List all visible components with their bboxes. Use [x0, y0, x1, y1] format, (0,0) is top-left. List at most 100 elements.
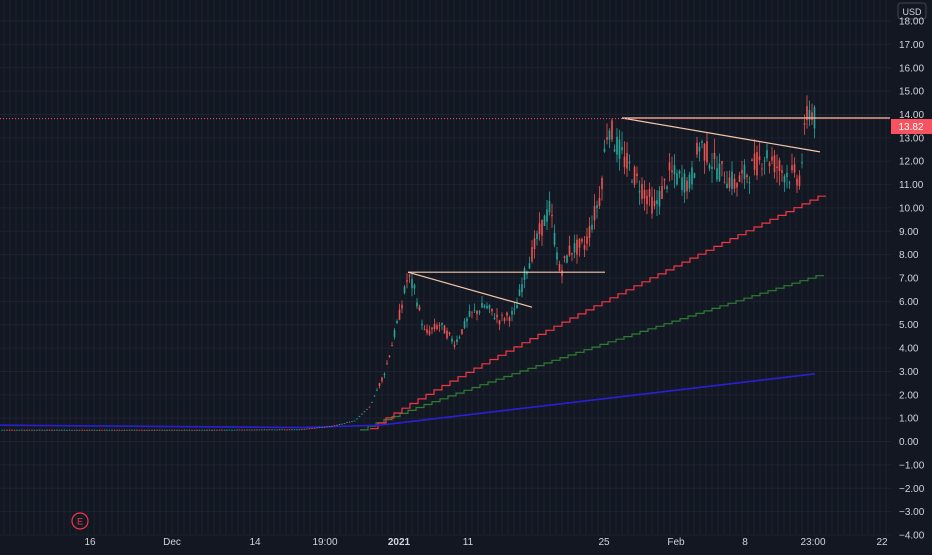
- candle-body: [533, 238, 536, 250]
- candle-body: [98, 429, 101, 431]
- candle-body: [598, 197, 601, 206]
- grid-layer: [0, 0, 891, 536]
- candle-body: [393, 330, 396, 338]
- candle-body: [451, 338, 453, 342]
- candle-body: [558, 264, 561, 271]
- candle-body: [361, 413, 363, 415]
- trendline[interactable]: [621, 117, 821, 153]
- candle-body: [11, 429, 13, 431]
- candle-body: [768, 162, 771, 167]
- candle-body: [73, 429, 76, 431]
- currency-badge[interactable]: [897, 2, 927, 20]
- trendline[interactable]: [407, 271, 533, 308]
- candle-body: [528, 263, 531, 269]
- candle-body: [456, 339, 458, 343]
- candle-body: [161, 429, 163, 431]
- candle-body: [193, 429, 196, 431]
- candle-body: [156, 429, 158, 431]
- candle-body: [448, 332, 451, 335]
- price-axis[interactable]: USD 18.00 17.00 16.00 15.00 14.00 13.00 12.00 1…: [891, 0, 932, 550]
- candle-body: [433, 323, 436, 330]
- candle-body: [781, 170, 783, 173]
- candle-body: [443, 325, 446, 334]
- y-tick-label: 11.00: [899, 180, 924, 191]
- candle-body: [716, 168, 718, 180]
- candle-body: [741, 170, 743, 174]
- y-tick-label: −3.00: [899, 507, 925, 518]
- candle-body: [246, 429, 248, 431]
- candle-body: [606, 137, 608, 140]
- candle-body: [341, 423, 343, 425]
- candle-body: [213, 429, 216, 431]
- candle-body: [723, 182, 726, 184]
- candle-body: [758, 156, 761, 160]
- y-tick-label: 10.00: [899, 203, 924, 214]
- candle-body: [498, 320, 501, 325]
- candle-body: [236, 429, 238, 431]
- candle-body: [728, 177, 731, 188]
- candle-body: [191, 429, 193, 431]
- candle-body: [786, 172, 788, 177]
- candle-body: [148, 429, 151, 431]
- candle-body: [546, 209, 548, 222]
- candle-body: [378, 383, 381, 387]
- candle-body: [656, 200, 658, 205]
- candle-body: [538, 223, 541, 235]
- candle-body: [291, 429, 293, 431]
- candle-body: [778, 160, 781, 172]
- candle-body: [521, 284, 523, 293]
- earnings-event-marker[interactable]: E: [71, 512, 89, 530]
- moving-averages: [0, 195, 826, 431]
- candle-body: [253, 429, 256, 431]
- candle-body: [111, 429, 113, 431]
- candle-body: [403, 286, 406, 293]
- candle-body: [33, 429, 36, 431]
- candle-body: [121, 429, 123, 431]
- candle-body: [8, 429, 11, 431]
- candle-body: [18, 429, 21, 431]
- y-tick-label: 6.00: [899, 297, 919, 308]
- candle-body: [28, 429, 31, 431]
- candle-body: [353, 420, 356, 422]
- candle-body: [541, 219, 543, 236]
- x-tick-label: 2021: [388, 537, 411, 548]
- candle-body: [416, 302, 418, 307]
- y-tick-label: 12.00: [899, 157, 924, 168]
- candle-body: [616, 136, 618, 155]
- candle-body: [368, 406, 371, 408]
- candle-body: [188, 429, 191, 431]
- candle-body: [101, 429, 103, 431]
- x-tick-label: 8: [742, 537, 748, 548]
- candle-body: [371, 402, 373, 403]
- candle-body: [201, 429, 203, 431]
- candle-body: [641, 183, 643, 200]
- candle-body: [588, 226, 591, 239]
- candle-body: [743, 164, 746, 180]
- candle-body: [693, 173, 696, 178]
- candle-body: [293, 429, 296, 431]
- candle-body: [251, 429, 253, 431]
- candle-body: [231, 429, 233, 431]
- candle-body: [788, 182, 791, 184]
- candle-body: [696, 142, 698, 155]
- candle-body: [323, 426, 326, 428]
- candle-body: [233, 429, 236, 431]
- time-axis[interactable]: 16 Dec 14 19:00 2021 11 25 Feb 8 23:00 22: [84, 537, 888, 548]
- candle-body: [313, 427, 316, 429]
- candle-body: [513, 308, 516, 310]
- candle-body: [208, 429, 211, 431]
- candle-body: [613, 149, 616, 152]
- candle-body: [496, 314, 498, 318]
- trendlines[interactable]: [407, 117, 890, 308]
- candle-body: [248, 429, 251, 431]
- candle-body: [83, 429, 86, 431]
- candle-body: [463, 320, 466, 329]
- candle-body: [446, 330, 448, 339]
- candle-body: [531, 247, 533, 262]
- candle-body: [771, 156, 773, 161]
- candle-body: [56, 429, 58, 431]
- candle-body: [128, 429, 131, 431]
- candle-body: [733, 178, 736, 189]
